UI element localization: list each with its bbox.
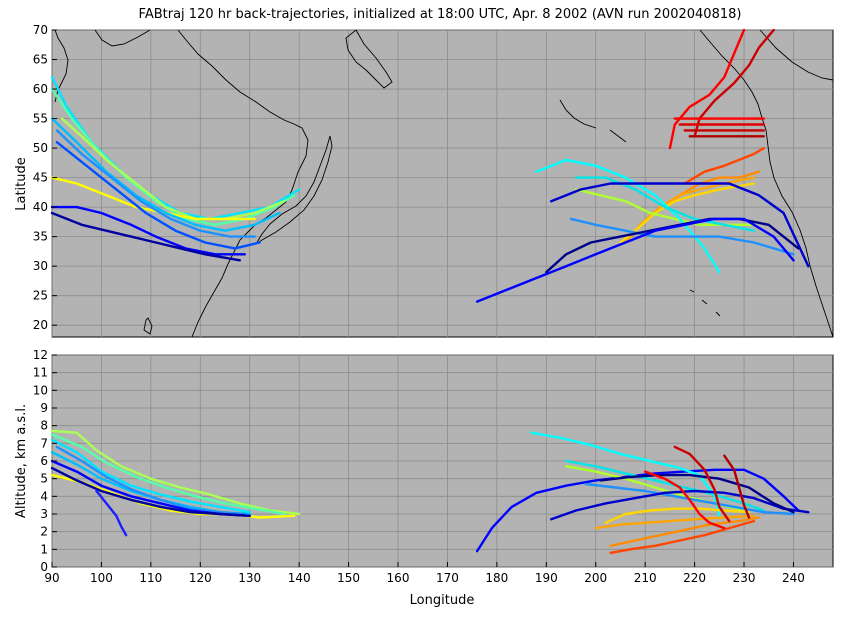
trajectory-line xyxy=(50,176,256,221)
trajectory-line xyxy=(723,454,751,519)
hawaii-islands xyxy=(689,289,721,317)
altitude-y-axis-label: Altitude, km a.s.l. xyxy=(14,404,29,518)
y-tick-label: 60 xyxy=(33,82,48,96)
altitude-trajectories xyxy=(50,429,810,555)
y-tick-label: 25 xyxy=(33,289,48,303)
trajectory-line xyxy=(535,158,721,274)
trajectory-line xyxy=(55,141,261,250)
x-tick-label: 150 xyxy=(337,571,360,585)
trajectory-line xyxy=(683,146,765,185)
trajectory-line xyxy=(50,466,251,517)
taiwan-coastline xyxy=(143,317,153,335)
y-tick-label: 10 xyxy=(33,383,48,397)
trajectory-line xyxy=(569,217,795,256)
trajectory-line xyxy=(50,76,301,221)
altitude-grid xyxy=(51,354,833,568)
y-tick-label: 65 xyxy=(33,53,48,67)
y-tick-label: 12 xyxy=(33,348,48,362)
trajectory-line xyxy=(50,211,241,262)
kamchatka-coastline xyxy=(345,29,393,89)
x-tick-label: 190 xyxy=(535,571,558,585)
map-y-ticks: 20 25 30 35 40 45 50 55 60 65 70 xyxy=(33,23,57,332)
trajectory-line xyxy=(55,129,256,238)
x-tick-label: 90 xyxy=(44,571,59,585)
x-tick-label: 180 xyxy=(485,571,508,585)
x-tick-label: 210 xyxy=(634,571,657,585)
trajectory-line xyxy=(50,429,301,516)
trajectory-line xyxy=(55,445,246,516)
x-tick-label: 110 xyxy=(139,571,162,585)
y-tick-label: 55 xyxy=(33,112,48,126)
trajectory-line xyxy=(619,182,756,244)
map-grid xyxy=(51,29,833,337)
y-tick-label: 11 xyxy=(33,366,48,380)
trajectory-line xyxy=(673,445,731,523)
north-america-coastline xyxy=(699,29,834,338)
trajectory-line xyxy=(475,217,795,303)
y-tick-label: 4 xyxy=(40,489,48,503)
trajectory-line xyxy=(604,507,751,524)
trajectory-line xyxy=(564,459,765,512)
y-tick-label: 6 xyxy=(40,454,48,468)
x-tick-label: 230 xyxy=(733,571,756,585)
y-tick-label: 7 xyxy=(40,436,48,450)
y-tick-label: 40 xyxy=(33,200,48,214)
y-tick-label: 8 xyxy=(40,419,48,433)
y-tick-label: 45 xyxy=(33,171,48,185)
trajectory-line xyxy=(95,489,128,537)
trajectory-line xyxy=(599,473,795,514)
trajectory-line xyxy=(550,182,810,268)
trajectory-line xyxy=(60,117,286,221)
map-trajectories xyxy=(50,28,810,303)
x-tick-label: 220 xyxy=(683,571,706,585)
x-tick-label: 100 xyxy=(90,571,113,585)
x-tick-label: 130 xyxy=(238,571,261,585)
y-tick-label: 35 xyxy=(33,230,48,244)
trajectory-line xyxy=(50,117,281,232)
trajectory-line xyxy=(50,433,286,516)
altitude-x-axis-label: Longitude xyxy=(410,593,475,608)
y-tick-label: 50 xyxy=(33,141,48,155)
chart-title: FABtraj 120 hr back-trajectories, initia… xyxy=(139,7,742,22)
alaska-islands xyxy=(559,29,834,143)
y-tick-label: 2 xyxy=(40,525,48,539)
trajectory-line xyxy=(594,514,756,530)
x-tick-label: 160 xyxy=(387,571,410,585)
trajectory-line xyxy=(50,438,251,514)
map-panel: 20 25 30 35 40 45 50 55 60 65 70 Latitude xyxy=(14,23,834,338)
x-tick-label: 170 xyxy=(436,571,459,585)
x-tick-label: 140 xyxy=(288,571,311,585)
y-tick-label: 1 xyxy=(40,542,48,556)
x-tick-label: 240 xyxy=(782,571,805,585)
trajectory-line xyxy=(574,176,756,232)
y-tick-label: 3 xyxy=(40,507,48,521)
altitude-x-ticks: 90 100 110 120 130 140 150 160 170 180 190 200 210 22… xyxy=(44,562,805,585)
trajectory-line xyxy=(609,519,756,555)
trajectory-line xyxy=(50,205,246,256)
trajectory-line xyxy=(644,470,726,530)
x-tick-label: 200 xyxy=(584,571,607,585)
y-tick-label: 70 xyxy=(33,23,48,37)
trajectory-line xyxy=(550,489,810,521)
y-tick-label: 20 xyxy=(33,318,48,332)
y-tick-label: 5 xyxy=(40,472,48,486)
y-tick-label: 9 xyxy=(40,401,48,415)
y-tick-label: 0 xyxy=(40,560,48,574)
map-y-axis-label: Latitude xyxy=(14,157,29,211)
trajectory-line xyxy=(668,28,746,150)
y-tick-label: 30 xyxy=(33,259,48,273)
x-tick-label: 120 xyxy=(189,571,212,585)
trajectory-line xyxy=(609,516,761,547)
trajectory-line xyxy=(530,431,721,517)
